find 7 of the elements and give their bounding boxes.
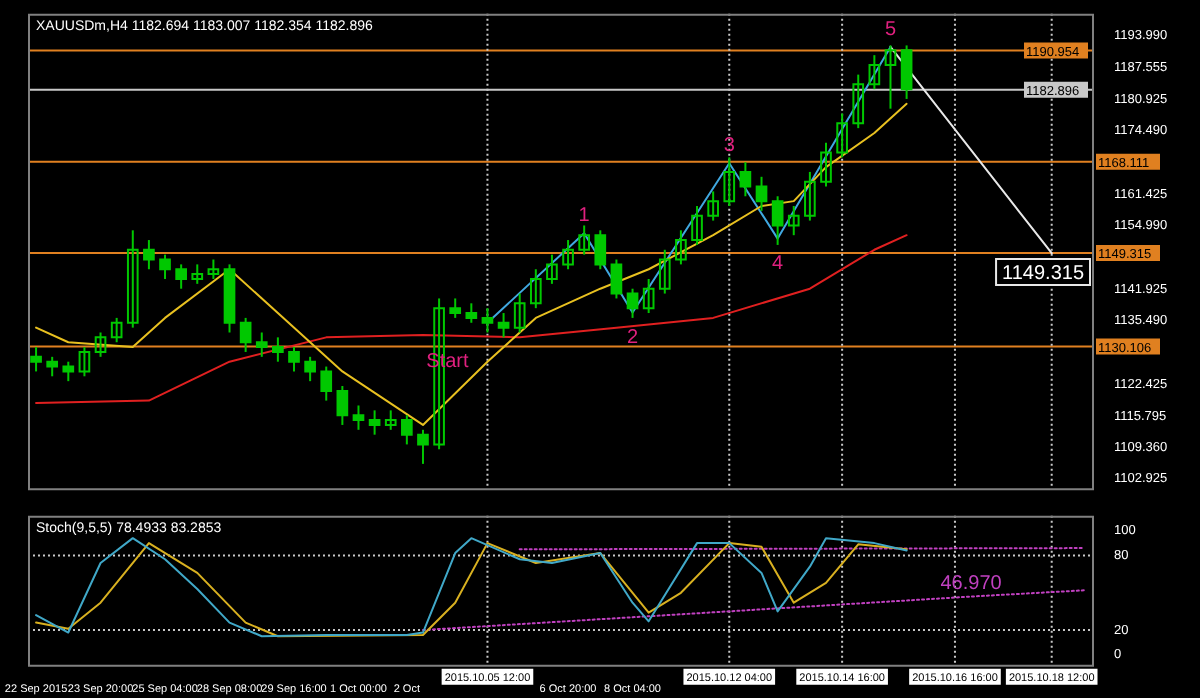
annotation: 3 xyxy=(723,135,736,158)
annotation: 4 xyxy=(772,252,785,275)
annotation: 1149.315 xyxy=(1002,263,1085,286)
annotation: 2 xyxy=(626,326,639,349)
annotation: 5 xyxy=(884,18,897,41)
data-label: 46.970 xyxy=(940,572,1003,595)
annotation: 1 xyxy=(578,205,591,228)
